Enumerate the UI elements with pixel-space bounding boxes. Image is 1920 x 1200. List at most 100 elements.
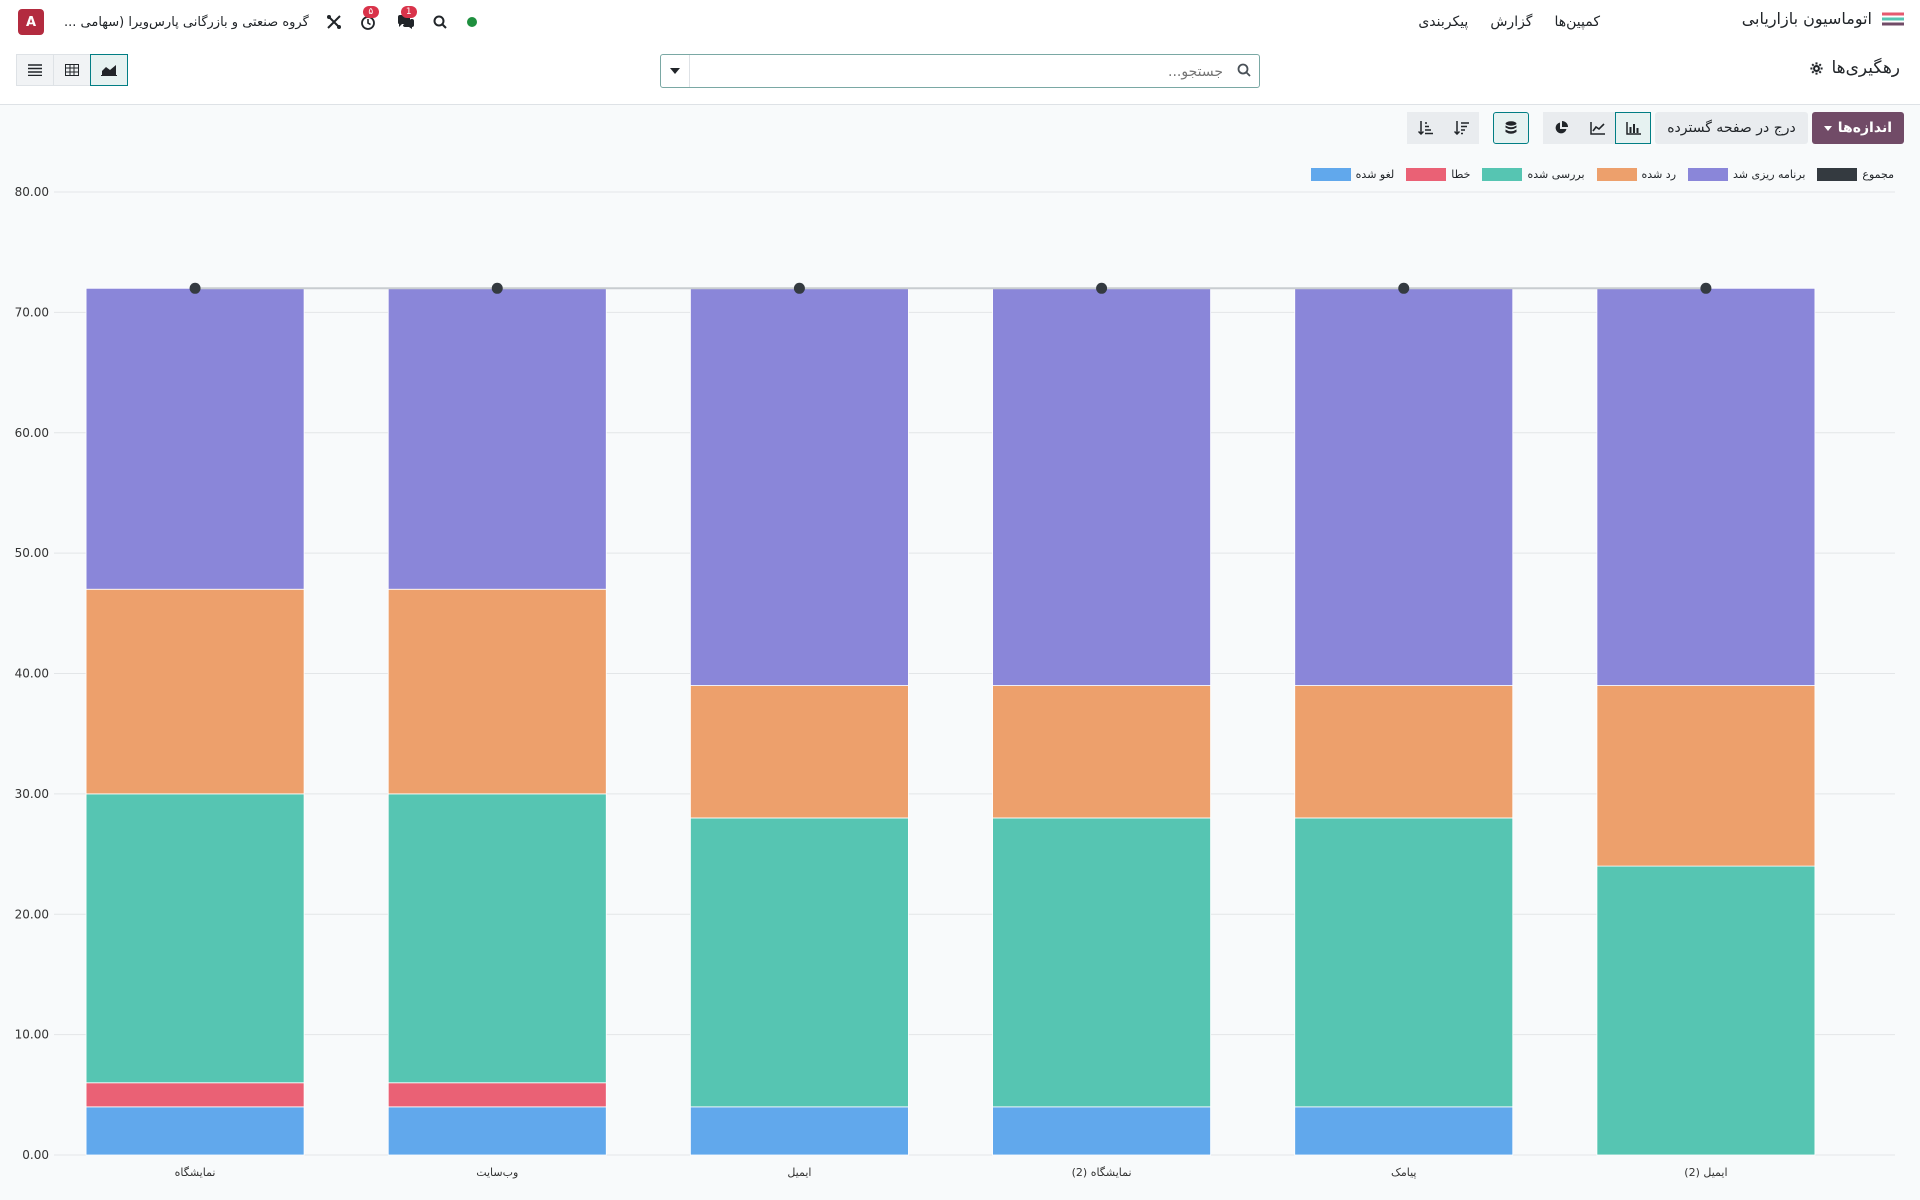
bar-segment[interactable] [992, 685, 1211, 819]
legend-swatch [1817, 168, 1858, 181]
search-options-toggle[interactable] [661, 55, 690, 87]
bar-segment[interactable] [1294, 685, 1514, 819]
x-tick-label: ایمیل (2) [1684, 1166, 1727, 1179]
legend-item[interactable]: برنامه ریزی شد [1688, 168, 1805, 181]
bar-segment[interactable] [387, 1106, 607, 1156]
bar-segment[interactable] [690, 817, 909, 1108]
messaging-icon[interactable]: 1 [395, 6, 417, 33]
activity-badge: ۵ [362, 6, 379, 18]
search-input[interactable] [697, 61, 1225, 83]
bar-segment[interactable] [1294, 1106, 1514, 1156]
list-view-icon [28, 64, 42, 76]
menu-item-reporting[interactable]: گزارش [1490, 14, 1533, 30]
graph-view-icon [101, 65, 117, 76]
insert-in-spreadsheet-button[interactable]: درج در صفحه گسترده [1655, 112, 1808, 144]
online-status-dot [466, 17, 477, 27]
pivot-view-icon [65, 64, 79, 76]
bar-segment[interactable] [387, 287, 607, 590]
legend-label: رد شده [1641, 168, 1677, 181]
view-switcher [16, 54, 128, 86]
menu-item-campaigns[interactable]: کمپین‌ها [1554, 14, 1600, 30]
legend-label: بررسی شده [1527, 168, 1585, 181]
bar-segment[interactable] [992, 817, 1211, 1108]
bar-segment[interactable] [992, 287, 1211, 686]
y-tick-label: 0.00 [22, 1148, 49, 1162]
y-tick-label: 10.00 [15, 1028, 49, 1042]
gear-icon[interactable] [1810, 61, 1824, 75]
legend-label: برنامه ریزی شد [1733, 168, 1806, 181]
top-navbar: اتوماسیون بازاریابی کمپین‌ها گزارش پیکرب… [0, 0, 1920, 45]
menu-item-configuration[interactable]: پیکربندی [1418, 14, 1469, 30]
y-tick-label: 50.00 [15, 546, 49, 560]
stacked-bar-chart: 0.00 10.00 20.00 30.00 40.00 50.00 60.00 70.00 8… [15, 185, 1895, 1179]
search-icon[interactable] [1237, 63, 1251, 77]
total-point[interactable] [1398, 282, 1410, 294]
bar-segment[interactable] [85, 1106, 305, 1156]
bar-segment[interactable] [690, 1106, 909, 1156]
graph-view-button[interactable] [90, 54, 128, 86]
legend-swatch [1596, 168, 1637, 181]
bar-segment[interactable] [85, 588, 305, 795]
bar-segment[interactable] [690, 685, 909, 819]
sort-ascending-button[interactable] [1407, 112, 1444, 144]
bar-chart-button[interactable] [1615, 112, 1652, 144]
measures-dropdown[interactable]: اندازه‌ها [1811, 112, 1904, 144]
pivot-view-button[interactable] [53, 54, 91, 86]
sort-descending-button[interactable] [1443, 112, 1480, 144]
total-point[interactable] [1700, 282, 1712, 294]
legend-item[interactable]: بررسی شده [1482, 168, 1585, 181]
chart-mode-group [1543, 112, 1652, 144]
legend-item[interactable]: لغو شده [1310, 168, 1395, 181]
y-tick-label: 70.00 [15, 305, 49, 319]
bar-segment[interactable] [992, 1106, 1211, 1156]
search-icon[interactable] [429, 11, 451, 33]
page-title: رهگیری‌ها [1831, 58, 1900, 78]
line-chart-button[interactable] [1579, 112, 1616, 144]
user-avatar[interactable]: A [18, 9, 44, 35]
systray: A گروه صنعتی و بازرگانی پارس‌ویرا (سهامی… [18, 6, 483, 35]
company-switcher[interactable]: گروه صنعتی و بازرگانی پارس‌ویرا (سهامی .… [64, 14, 309, 30]
measures-label: اندازه‌ها [1837, 120, 1892, 136]
legend-item[interactable]: مجموع [1817, 168, 1894, 181]
bar-segment[interactable] [1596, 865, 1816, 1156]
bar-chart-icon [1625, 121, 1641, 135]
legend-swatch [1482, 168, 1523, 181]
app-brand[interactable]: اتوماسیون بازاریابی [1742, 9, 1906, 28]
sort-group [1407, 112, 1480, 144]
bar-segment[interactable] [85, 793, 305, 1084]
total-point[interactable] [1096, 282, 1108, 294]
bar-segment[interactable] [387, 588, 607, 795]
legend-item[interactable]: رد شده [1596, 168, 1677, 181]
total-point[interactable] [189, 282, 201, 294]
app-title[interactable]: اتوماسیون بازاریابی [1741, 9, 1872, 28]
bar-segment[interactable] [85, 287, 305, 590]
marketing-automation-logo-icon [1882, 12, 1904, 25]
message-badge: 1 [400, 6, 417, 18]
activity-clock-icon[interactable]: ۵ [357, 6, 379, 33]
pie-chart-button[interactable] [1543, 112, 1580, 144]
x-tick-label: نمایشگاه [175, 1166, 216, 1179]
bar-segment[interactable] [1596, 287, 1816, 686]
legend-item[interactable]: خطا [1406, 168, 1470, 181]
line-chart-icon [1589, 121, 1605, 135]
breadcrumb: رهگیری‌ها [1810, 58, 1900, 78]
bar-segment[interactable] [1294, 287, 1514, 686]
total-point[interactable] [793, 282, 805, 294]
bar-segment[interactable] [387, 1082, 607, 1108]
stacked-toggle-button[interactable] [1493, 112, 1530, 144]
bar-segment[interactable] [1596, 685, 1816, 867]
list-view-button[interactable] [16, 54, 54, 86]
y-tick-label: 30.00 [15, 787, 49, 801]
sort-descending-icon [1453, 121, 1469, 135]
total-point[interactable] [491, 282, 503, 294]
legend-label: لغو شده [1355, 168, 1395, 181]
x-tick-label: پیامک [1391, 1166, 1416, 1179]
main-menu: کمپین‌ها گزارش پیکربندی [1418, 0, 1600, 44]
y-tick-label: 40.00 [15, 667, 49, 681]
bar-segment[interactable] [85, 1082, 305, 1108]
bar-segment[interactable] [1294, 817, 1514, 1108]
database-stack-icon [1505, 121, 1517, 134]
bar-segment[interactable] [387, 793, 607, 1084]
debug-tools-icon[interactable] [323, 11, 345, 33]
bar-segment[interactable] [690, 287, 909, 686]
